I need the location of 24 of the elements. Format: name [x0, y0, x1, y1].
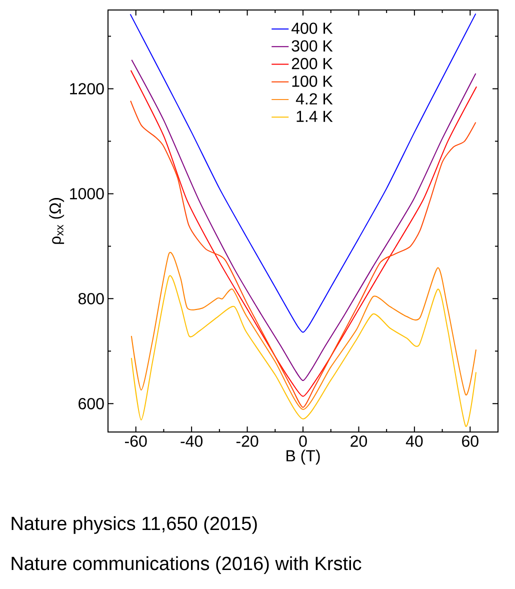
line-series	[130, 253, 476, 410]
legend-label: 200 K	[292, 58, 333, 70]
x-tick-label: 20	[350, 436, 367, 447]
legend-label: 300 K	[292, 40, 333, 52]
line-series	[130, 13, 476, 333]
y-tick-label: 1000	[70, 188, 104, 200]
y-tick-label: 1200	[70, 83, 104, 94]
legend-label: 4.2 K	[296, 93, 333, 104]
x-tick-label: -20	[236, 436, 258, 447]
legend-label: 1.4 K	[296, 110, 333, 122]
x-tick-label: -60	[125, 436, 147, 447]
y-axis-title: ρ$_{xx}$ (Ω)	[49, 198, 64, 244]
legend-label: 400 K	[291, 22, 333, 34]
text: Nature physics 11,650 (2015)	[12, 516, 257, 534]
x-tick-label: 0	[299, 436, 307, 447]
x-tick-label: 60	[462, 436, 478, 447]
y-tick-label: 600	[78, 398, 104, 410]
text: Nature communications (2016) with Krstic	[12, 556, 362, 574]
x-tick-label: -40	[180, 436, 203, 447]
legend-label: 100 K	[292, 76, 333, 87]
line-series	[130, 276, 476, 427]
y-tick-label: 800	[78, 293, 104, 304]
x-tick-label: 40	[406, 436, 423, 447]
x-axis-title: B (T)	[286, 450, 320, 465]
